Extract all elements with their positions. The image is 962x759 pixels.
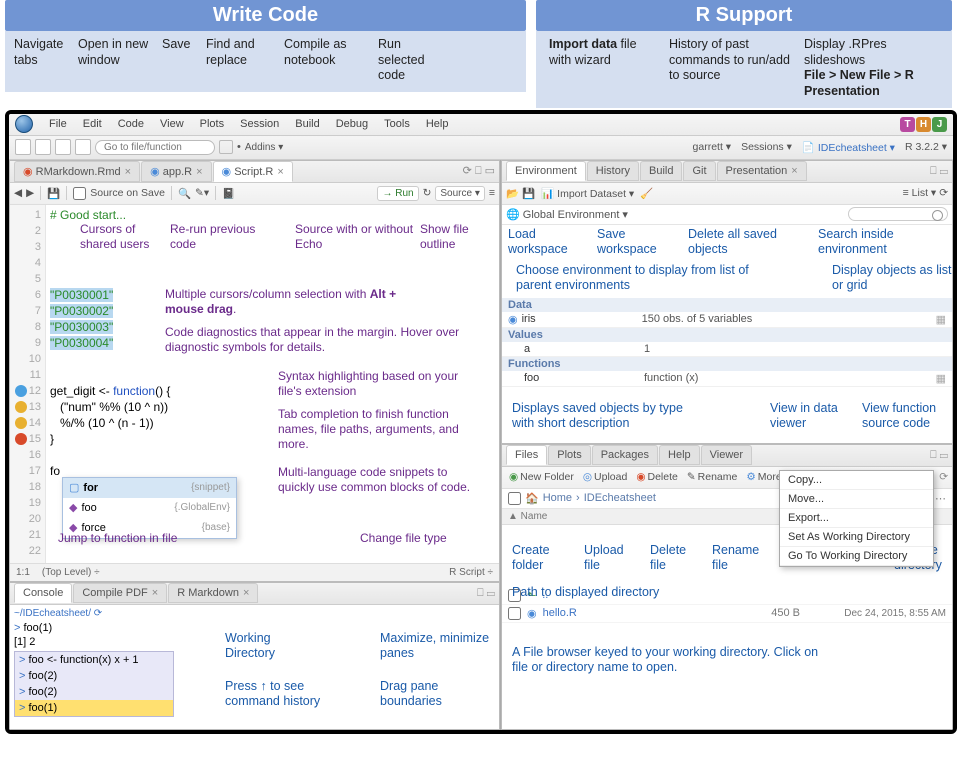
menubar: File Edit Code View Plots Session Build … [9, 114, 953, 136]
list-dropdown[interactable]: ≡ List ▾ [903, 187, 937, 199]
menu-debug[interactable]: Debug [328, 116, 376, 132]
back-icon[interactable]: ◀ [14, 187, 22, 199]
new-project-icon[interactable] [35, 139, 51, 155]
clear-ws-icon[interactable]: 🧹 [640, 187, 653, 200]
find-icon[interactable]: 🔍 [178, 187, 191, 200]
tab-rmarkdown[interactable]: ◉ RMarkdown.Rmd× [14, 161, 140, 182]
wand-icon[interactable]: ✎▾ [195, 187, 209, 199]
sessions-dropdown[interactable]: Sessions ▾ [741, 141, 792, 153]
tab-app[interactable]: ◉ app.R× [141, 161, 211, 182]
rename-button[interactable]: ✎Rename [684, 470, 741, 484]
env-body: Data ◉iris150 obs. of 5 variables▦ Value… [502, 298, 952, 443]
r-support-callouts: Import data file with wizard History of … [536, 31, 952, 108]
new-file-icon[interactable] [15, 139, 31, 155]
editor-toolbar: ◀ ▶ 💾 Source on Save 🔍 ✎▾ 📓 → Run ↻ Sour… [10, 183, 499, 205]
tab-help[interactable]: Help [659, 445, 700, 465]
file-row[interactable]: ⬑.. [502, 587, 952, 605]
run-button[interactable]: → Run [377, 186, 418, 201]
ide-window: File Edit Code View Plots Session Build … [5, 110, 957, 734]
console-tabs: Console Compile PDF× R Markdown× ⎕ ▭ [10, 583, 499, 605]
console[interactable]: ~/IDEcheatsheet/ ⟳ > foo(1) [1] 2 > foo … [10, 605, 499, 729]
completion-popup[interactable]: ▢ for{snippet} ◆ foo{.GlobalEnv} ◆ force… [62, 477, 237, 539]
menu-view[interactable]: View [152, 116, 192, 132]
tab-files[interactable]: Files [506, 445, 547, 465]
upload-button[interactable]: ◎Upload [580, 470, 630, 484]
search-env-input[interactable] [848, 207, 948, 221]
save-ws-icon[interactable]: 💾 [522, 187, 535, 200]
editor-tabs: ◉ RMarkdown.Rmd× ◉ app.R× ◉ Script.R× ⟳ … [10, 161, 499, 183]
tab-console[interactable]: Console [14, 583, 72, 603]
menu-edit[interactable]: Edit [75, 116, 110, 132]
file-row[interactable]: ◉hello.R450 BDec 24, 2015, 8:55 AM [502, 605, 952, 623]
command-history-popup[interactable]: > foo <- function(x) x + 1 > foo(2) > fo… [14, 651, 174, 717]
tab-packages[interactable]: Packages [592, 445, 658, 465]
save-icon[interactable] [75, 139, 91, 155]
write-code-header: Write Code [5, 0, 526, 31]
env-row[interactable]: ◉iris150 obs. of 5 variables▦ [502, 312, 952, 328]
env-tabs: Environment History Build Git Presentati… [502, 161, 952, 183]
open-icon[interactable] [55, 139, 71, 155]
menu-help[interactable]: Help [418, 116, 457, 132]
menu-code[interactable]: Code [110, 116, 152, 132]
tab-presentation[interactable]: Presentation× [717, 161, 807, 181]
menu-session[interactable]: Session [232, 116, 287, 132]
addins-dropdown[interactable]: Addins ▾ [245, 142, 283, 153]
r-support-header: R Support [536, 0, 952, 31]
r-logo-icon [15, 115, 33, 133]
rerun-icon[interactable]: ↻ [423, 187, 432, 199]
user-label[interactable]: garrett ▾ [693, 141, 732, 153]
tab-compilepdf[interactable]: Compile PDF× [73, 583, 167, 603]
tab-git[interactable]: Git [683, 161, 715, 181]
env-row[interactable]: a1 [502, 342, 952, 357]
tab-viewer[interactable]: Viewer [701, 445, 752, 465]
source-on-save-check[interactable] [73, 187, 86, 200]
goto-input[interactable] [95, 140, 215, 155]
r-version[interactable]: R 3.2.2 ▾ [905, 141, 947, 153]
grid-icon[interactable] [219, 140, 233, 154]
editor-footer: 1:1 (Top Level) ÷ R Script ÷ [10, 563, 499, 581]
menu-file[interactable]: File [41, 116, 75, 132]
save-doc-icon[interactable]: 💾 [47, 187, 60, 200]
env-toolbar: 📂 💾 📊 Import Dataset ▾ 🧹 ≡ List ▾ ⟳ [502, 183, 952, 205]
env-row[interactable]: foofunction (x)▦ [502, 371, 952, 387]
files-tabs: Files Plots Packages Help Viewer ⎕ ▭ [502, 445, 952, 467]
menu-build[interactable]: Build [287, 116, 327, 132]
notebook-icon[interactable]: 📓 [222, 187, 235, 200]
code-editor[interactable]: 1234567891011 12 13 14 15 16171819202122… [10, 205, 499, 563]
write-code-callouts: Navigate tabs Open in new window Save Fi… [5, 31, 526, 92]
project-dropdown[interactable]: IDEcheatsheet ▾ [818, 142, 895, 154]
global-env-dropdown[interactable]: 🌐 Global Environment ▾ [506, 208, 628, 221]
tab-script[interactable]: ◉ Script.R× [213, 161, 293, 182]
tab-build[interactable]: Build [640, 161, 682, 181]
menu-plots[interactable]: Plots [192, 116, 232, 132]
more-menu[interactable]: Copy...Move...Export...Set As Working Di… [779, 470, 934, 567]
main-toolbar: • Addins ▾ garrett ▾ Sessions ▾ 📄 IDEche… [9, 136, 953, 160]
refresh-env-icon[interactable]: ⟳ [939, 187, 948, 199]
thj-badges: T H J [900, 117, 947, 132]
tab-plots[interactable]: Plots [548, 445, 590, 465]
load-ws-icon[interactable]: 📂 [506, 187, 519, 200]
import-dataset-dropdown[interactable]: 📊 Import Dataset ▾ [541, 187, 634, 200]
source-button[interactable]: Source ▾ [435, 186, 484, 201]
tab-environment[interactable]: Environment [506, 161, 586, 181]
delete-button[interactable]: ◉Delete [633, 470, 681, 484]
tab-history[interactable]: History [587, 161, 639, 181]
new-folder-button[interactable]: ◉New Folder [506, 470, 577, 484]
outline-icon[interactable]: ≡ [489, 187, 495, 199]
tab-rmarkdown-console[interactable]: R Markdown× [168, 583, 258, 603]
fwd-icon[interactable]: ▶ [26, 187, 34, 199]
menu-tools[interactable]: Tools [376, 116, 418, 132]
